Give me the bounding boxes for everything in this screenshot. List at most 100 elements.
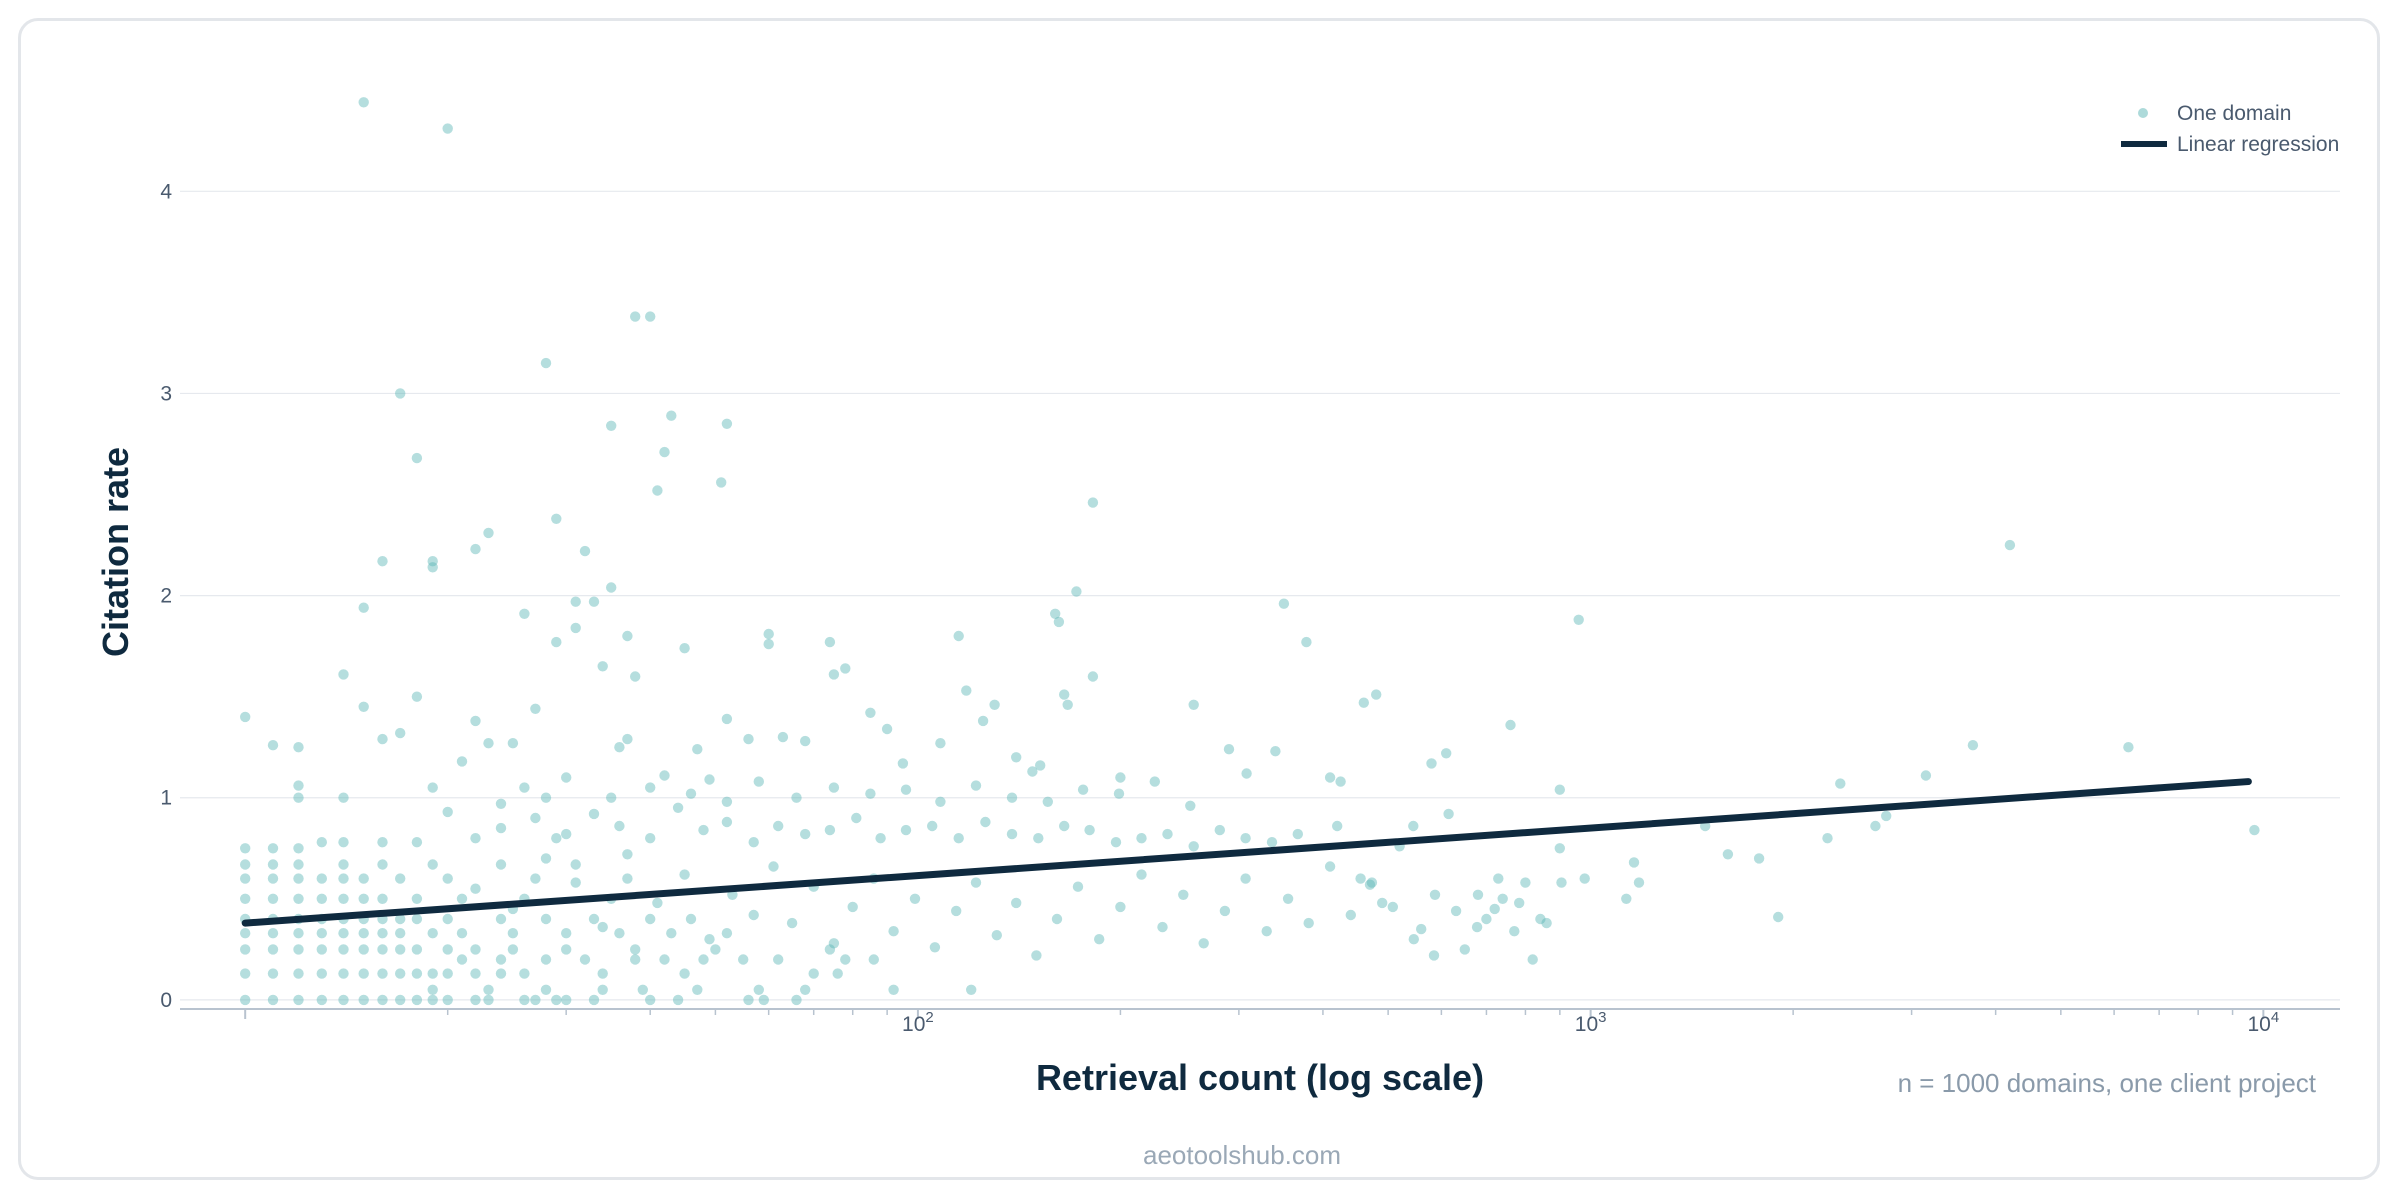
x-axis: 102 103 104 (180, 1008, 2340, 1036)
x-tick-base: 10 (2247, 1013, 2270, 1036)
data-point (316, 944, 327, 955)
data-point (800, 735, 811, 747)
data-point (840, 663, 851, 674)
data-point (530, 703, 541, 714)
data-point (851, 812, 862, 824)
data-point (483, 994, 494, 1006)
data-point (395, 994, 406, 1006)
data-point (456, 756, 468, 767)
data-point (875, 833, 886, 844)
data-point (240, 843, 251, 854)
data-point (1459, 944, 1471, 955)
data-point (1219, 905, 1231, 917)
data-point (442, 806, 453, 818)
data-point (1835, 778, 1846, 789)
data-point (411, 968, 423, 979)
data-point (721, 713, 733, 725)
data-point (1266, 837, 1278, 848)
data-point (495, 954, 507, 965)
data-point (377, 928, 388, 939)
data-point (698, 824, 709, 836)
data-point (786, 917, 798, 929)
data-point (645, 311, 656, 322)
data-point (970, 877, 982, 888)
data-point (540, 853, 552, 864)
data-point (989, 699, 1000, 710)
data-point (645, 833, 656, 844)
y-axis-label: Citation rate (95, 447, 136, 657)
data-point (358, 873, 369, 884)
data-point (358, 928, 369, 939)
data-point (630, 944, 641, 955)
data-point (2123, 742, 2134, 753)
data-point (588, 808, 600, 820)
data-point (961, 685, 972, 696)
data-point (773, 820, 784, 832)
data-point (377, 944, 388, 955)
data-point (470, 715, 481, 727)
data-point (622, 733, 633, 745)
data-point (1162, 828, 1173, 840)
data-point (240, 711, 251, 723)
data-point (540, 357, 552, 369)
regression-line (241, 778, 2252, 927)
data-point (1332, 820, 1343, 832)
data-point (1426, 758, 1437, 769)
data-point (470, 944, 481, 955)
data-point (630, 671, 641, 682)
data-point (1188, 841, 1199, 852)
data-point (966, 984, 977, 995)
data-point (645, 994, 656, 1006)
data-point (470, 883, 481, 894)
regression-line-group (241, 778, 2252, 927)
data-point (622, 630, 633, 642)
data-point (1240, 833, 1251, 844)
data-point (377, 837, 388, 848)
data-point (865, 788, 876, 799)
data-point (1077, 784, 1089, 795)
data-point (800, 984, 811, 995)
legend-point-swatch (2138, 108, 2148, 118)
data-point (377, 968, 388, 979)
data-point (267, 859, 279, 870)
data-point (1006, 792, 1018, 803)
data-point (865, 707, 876, 718)
data-point (570, 596, 581, 607)
data-point (888, 984, 899, 995)
data-point (519, 782, 530, 793)
legend: One domain Linear regression (2121, 102, 2339, 156)
data-point (927, 820, 938, 832)
data-point (579, 545, 591, 557)
data-point (588, 994, 600, 1006)
data-point (507, 738, 519, 749)
data-point (606, 420, 617, 431)
data-point (1573, 614, 1584, 625)
chart-card (18, 18, 2380, 1180)
data-point (597, 921, 608, 933)
data-point (659, 954, 670, 965)
y-tick-label-1: 1 (160, 787, 172, 810)
data-point (721, 928, 733, 939)
data-point (666, 410, 677, 421)
data-point (953, 833, 964, 844)
data-point (293, 944, 304, 955)
data-point (1324, 861, 1336, 872)
data-point (442, 968, 453, 979)
data-point (411, 691, 423, 702)
data-point (495, 859, 507, 870)
data-point (561, 928, 572, 939)
data-point (293, 742, 304, 753)
data-point (358, 944, 369, 955)
data-point (645, 913, 656, 925)
data-point (1489, 903, 1500, 915)
data-point (800, 828, 811, 840)
data-point (519, 608, 530, 619)
data-point (411, 944, 423, 955)
data-point (427, 994, 438, 1006)
data-point (1053, 616, 1065, 628)
data-point (698, 954, 709, 965)
data-point (977, 715, 989, 727)
data-point (1282, 893, 1294, 904)
data-point (395, 928, 406, 939)
data-point (1335, 776, 1346, 787)
